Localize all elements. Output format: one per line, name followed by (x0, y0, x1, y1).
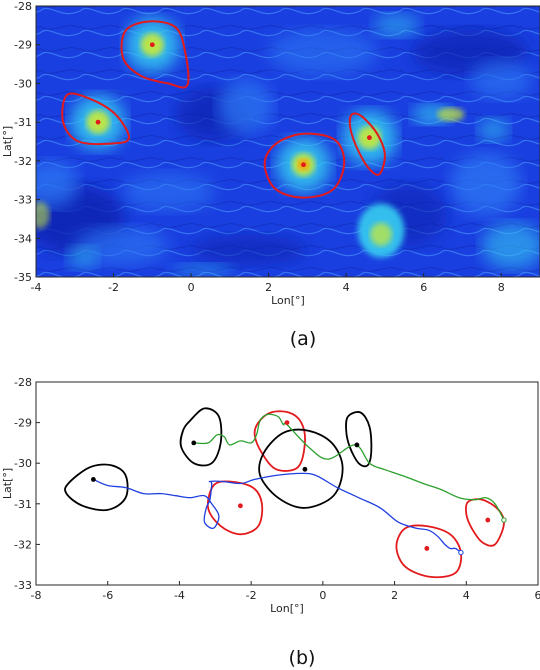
final-center-marker (302, 466, 308, 472)
caption-a: (a) (290, 328, 316, 350)
initial-center-marker (485, 517, 491, 523)
x-tick-label: 4 (463, 589, 470, 602)
trajectory-lines (64, 407, 505, 579)
y-tick-label: -33 (14, 579, 32, 592)
final-eddy-boundary (179, 407, 223, 467)
field-blob (74, 226, 168, 266)
plot-background-b (36, 382, 538, 585)
final-eddy-boundary (258, 428, 344, 509)
field-blob (191, 234, 308, 266)
y-axis-label-b: Lat[°] (1, 468, 14, 499)
y-tick-label: -35 (14, 271, 32, 284)
heatmap-field (36, 6, 540, 277)
eddy-core (36, 201, 50, 229)
y-tick-label: -30 (14, 77, 32, 90)
field-blob (481, 222, 540, 270)
x-tick-label: 2 (391, 589, 398, 602)
initial-eddy-boundary (464, 498, 505, 547)
eddy-boundary (61, 92, 130, 146)
eddy-center-marker (95, 119, 101, 125)
field-blob (477, 118, 509, 142)
initial-center-marker (424, 546, 430, 551)
plot-frame-a (35, 5, 540, 278)
x-tick-label: 6 (420, 281, 427, 294)
field-blob (470, 60, 533, 99)
final-eddy-boundary (345, 411, 373, 468)
x-tick-label: 8 (498, 281, 505, 294)
x-tick-label: -2 (108, 281, 119, 294)
field-blob (450, 153, 521, 216)
eddy-boundaries (61, 20, 386, 199)
x-tick-label: 0 (188, 281, 195, 294)
center-markers (90, 420, 507, 556)
eddy-core (370, 222, 392, 247)
eddy-center-marker (367, 135, 372, 141)
x-tick-label: 2 (265, 281, 272, 294)
initial-eddy-boundary (395, 524, 463, 579)
field-blob (121, 172, 215, 212)
y-tick-label: -34 (14, 232, 32, 245)
caption-b: (b) (289, 647, 316, 669)
final-center-marker (90, 477, 96, 482)
eddy-boundary (120, 20, 190, 89)
panel-a: -4 -2 0 2 4 6 8 -35 -34 -33 -32 -31 -30 -29 -28 Lon[°]… (1, 0, 540, 350)
field-blob (171, 263, 234, 276)
x-tick-label: -8 (31, 589, 42, 602)
x-tick-label: 4 (343, 281, 350, 294)
x-axis-label-b: Lon[°] (270, 602, 304, 615)
trajectory-end-marker (501, 517, 507, 523)
eddy-centers (95, 42, 372, 168)
initial-center-marker (284, 420, 290, 425)
initial-eddy-boundary (253, 410, 306, 472)
field-blob (218, 79, 273, 134)
final-center-marker (191, 440, 197, 446)
y-tick-label: -29 (14, 417, 32, 430)
trajectory (193, 413, 505, 521)
eddy-boundary (263, 132, 346, 199)
x-tick-label: 6 (535, 589, 540, 602)
y-axis-label-a: Lat[°] (1, 126, 14, 157)
x-tick-label: -4 (31, 281, 42, 294)
x-tick-label: -6 (102, 589, 113, 602)
y-tick-label: -32 (14, 538, 32, 551)
trajectory-end-marker (458, 549, 464, 556)
x-tick-label: 0 (319, 589, 326, 602)
trajectory (92, 472, 462, 554)
y-tick-label: -30 (14, 457, 32, 470)
field-blob (36, 160, 79, 208)
eddy-core (437, 107, 465, 122)
field-blob (268, 29, 378, 76)
field-blob (67, 246, 99, 270)
x-tick-label: -2 (246, 589, 257, 602)
final-center-marker (354, 442, 360, 448)
y-tick-label: -28 (14, 0, 32, 13)
y-tick-label: -31 (14, 498, 32, 511)
eddy-center-marker (301, 162, 306, 168)
x-axis-label-a: Lon[°] (271, 294, 305, 307)
plot-frame-b (35, 381, 539, 586)
x-tick-label: -4 (174, 589, 185, 602)
eddy-boundary (348, 112, 386, 176)
y-tick-label: -32 (14, 155, 32, 168)
panel-b: -8 -6 -4 -2 0 2 4 6 -33 -32 -31 -30 -29 -28 Lon[°] La… (1, 376, 540, 669)
y-tick-label: -33 (14, 194, 32, 207)
initial-center-marker (237, 503, 243, 509)
initial-eddy-boundary (206, 480, 264, 536)
axis-ticks-a: -4 -2 0 2 4 6 8 -35 -34 -33 -32 -31 -30 -29 -28 (14, 0, 505, 294)
field-blob (373, 13, 420, 37)
axis-ticks-b: -8 -6 -4 -2 0 2 4 6 -33 -32 -31 -30 -29 -28 (14, 376, 540, 602)
y-tick-label: -31 (14, 116, 32, 129)
y-tick-label: -29 (14, 39, 32, 52)
y-tick-label: -28 (14, 376, 32, 389)
final-eddy-boundary (64, 463, 129, 512)
eddy-center-marker (149, 42, 155, 48)
